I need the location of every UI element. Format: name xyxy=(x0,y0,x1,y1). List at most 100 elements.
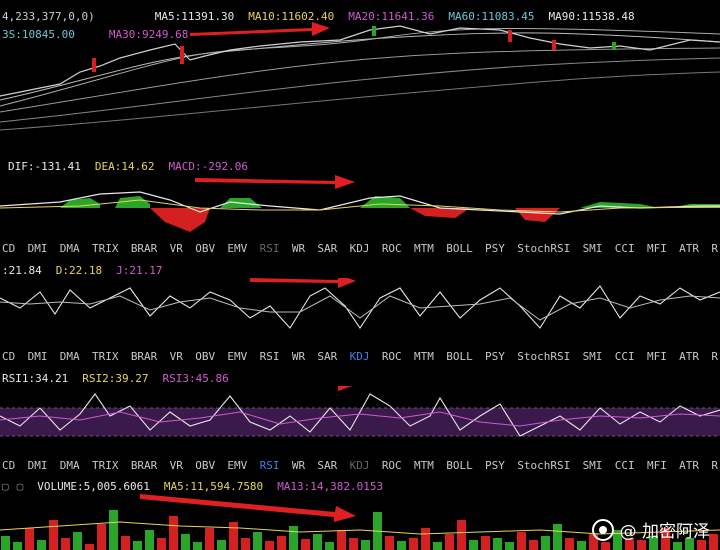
tab-psy[interactable]: PSY xyxy=(485,242,505,255)
tab-roc[interactable]: ROC xyxy=(381,350,402,363)
tab-smi[interactable]: SMI xyxy=(582,242,603,255)
tab-r[interactable]: R xyxy=(711,459,718,472)
volume-bar xyxy=(577,541,586,550)
macd-red-hist-3 xyxy=(515,208,560,222)
tab-dma[interactable]: DMA xyxy=(59,242,80,255)
tab-mfi[interactable]: MFI xyxy=(646,459,667,472)
tab-cd[interactable]: CD xyxy=(2,242,16,255)
tab-kdj[interactable]: KDJ xyxy=(349,459,370,472)
tab-obv[interactable]: OBV xyxy=(195,459,216,472)
volume-ma13-value: MA13:14,382.0153 xyxy=(277,480,384,493)
volume-bar xyxy=(637,540,646,550)
volume-bar xyxy=(229,522,238,550)
tab-psy[interactable]: PSY xyxy=(485,350,505,363)
tab-vr[interactable]: VR xyxy=(169,350,183,363)
tab-trix[interactable]: TRIX xyxy=(91,459,119,472)
candle-green xyxy=(612,42,616,50)
tab-roc[interactable]: ROC xyxy=(381,242,402,255)
candle-green xyxy=(372,26,376,36)
tab-obv[interactable]: OBV xyxy=(195,350,216,363)
tab-emv[interactable]: EMV xyxy=(227,350,248,363)
tab-vr[interactable]: VR xyxy=(169,242,183,255)
tab-mtm[interactable]: MTM xyxy=(414,459,434,472)
tab-cci[interactable]: CCI xyxy=(614,242,635,255)
tab-dmi[interactable]: DMI xyxy=(27,350,48,363)
tab-mfi[interactable]: MFI xyxy=(646,350,667,363)
volume-bar xyxy=(493,538,502,550)
rsi-chart xyxy=(0,386,720,437)
volume-bar xyxy=(709,534,718,550)
volume-bar xyxy=(697,540,706,550)
ma-line-3 xyxy=(0,57,720,123)
tab-brar[interactable]: BRAR xyxy=(130,242,158,255)
tab-dmi[interactable]: DMI xyxy=(27,459,48,472)
tab-rsi[interactable]: RSI xyxy=(259,350,280,363)
kdj-chart xyxy=(0,278,720,329)
tab-rsi[interactable]: RSI xyxy=(259,242,280,255)
tab-roc[interactable]: ROC xyxy=(381,459,402,472)
tab-boll[interactable]: BOLL xyxy=(446,350,473,363)
tab-sar[interactable]: SAR xyxy=(317,459,338,472)
tab-wr[interactable]: WR xyxy=(291,459,306,472)
tab-boll[interactable]: BOLL xyxy=(446,459,473,472)
tab-rsi[interactable]: RSI xyxy=(259,459,280,472)
tab-wr[interactable]: WR xyxy=(291,350,306,363)
volume-bar xyxy=(145,530,154,550)
tab-atr[interactable]: ATR xyxy=(679,459,700,472)
ma10-value: MA10:11602.40 xyxy=(248,10,335,23)
tab-stochrsi[interactable]: StochRSI xyxy=(517,459,571,472)
circle-logo-icon xyxy=(591,518,614,541)
tab-mfi[interactable]: MFI xyxy=(646,242,667,255)
tab-cd[interactable]: CD xyxy=(2,459,16,472)
price-chart xyxy=(0,22,720,131)
tab-emv[interactable]: EMV xyxy=(227,242,248,255)
macd-green-hist-4 xyxy=(360,196,410,208)
tab-brar[interactable]: BRAR xyxy=(130,350,158,363)
tab-r[interactable]: R xyxy=(711,242,718,255)
tab-cci[interactable]: CCI xyxy=(614,350,635,363)
volume-bar xyxy=(337,530,346,550)
tab-brar[interactable]: BRAR xyxy=(130,459,158,472)
tab-cci[interactable]: CCI xyxy=(614,459,635,472)
tab-vr[interactable]: VR xyxy=(169,459,183,472)
tab-trix[interactable]: TRIX xyxy=(91,242,119,255)
tab-kdj[interactable]: KDJ xyxy=(349,242,370,255)
tab-smi[interactable]: SMI xyxy=(582,459,603,472)
tab-mtm[interactable]: MTM xyxy=(414,242,434,255)
volume-bar xyxy=(121,536,130,550)
tab-psy[interactable]: PSY xyxy=(485,459,505,472)
tab-dma[interactable]: DMA xyxy=(59,459,80,472)
candle-red xyxy=(92,58,96,72)
tab-cd[interactable]: CD xyxy=(2,350,16,363)
tab-trix[interactable]: TRIX xyxy=(91,350,119,363)
volume-bar xyxy=(49,520,58,550)
tab-sar[interactable]: SAR xyxy=(317,242,338,255)
tab-stochrsi[interactable]: StochRSI xyxy=(517,350,571,363)
tab-obv[interactable]: OBV xyxy=(195,242,216,255)
tab-atr[interactable]: ATR xyxy=(679,350,700,363)
tab-sar[interactable]: SAR xyxy=(317,350,338,363)
tab-dma[interactable]: DMA xyxy=(59,350,80,363)
price-candle-marks xyxy=(92,26,616,72)
tab-kdj[interactable]: KDJ xyxy=(349,350,370,363)
tab-smi[interactable]: SMI xyxy=(582,350,603,363)
tab-r[interactable]: R xyxy=(711,350,718,363)
ma5-value: MA5:11391.30 xyxy=(154,10,235,23)
ma90-value: MA90:11538.48 xyxy=(548,10,635,23)
collapse-icon[interactable]: ▢ xyxy=(2,480,9,493)
tab-mtm[interactable]: MTM xyxy=(414,350,434,363)
tab-stochrsi[interactable]: StochRSI xyxy=(517,242,571,255)
macd-value: MACD:-292.06 xyxy=(168,160,248,173)
ma-line-4 xyxy=(0,71,720,131)
volume-bar xyxy=(397,541,406,550)
settings-icon[interactable]: ▢ xyxy=(16,480,24,493)
tab-dmi[interactable]: DMI xyxy=(27,242,48,255)
tab-boll[interactable]: BOLL xyxy=(446,242,473,255)
tab-atr[interactable]: ATR xyxy=(679,242,700,255)
volume-bar xyxy=(469,540,478,550)
volume-bar xyxy=(37,540,46,550)
tab-emv[interactable]: EMV xyxy=(227,459,248,472)
tab-wr[interactable]: WR xyxy=(291,242,306,255)
candle-red xyxy=(552,40,556,50)
k-value: :21.84 xyxy=(2,264,42,277)
